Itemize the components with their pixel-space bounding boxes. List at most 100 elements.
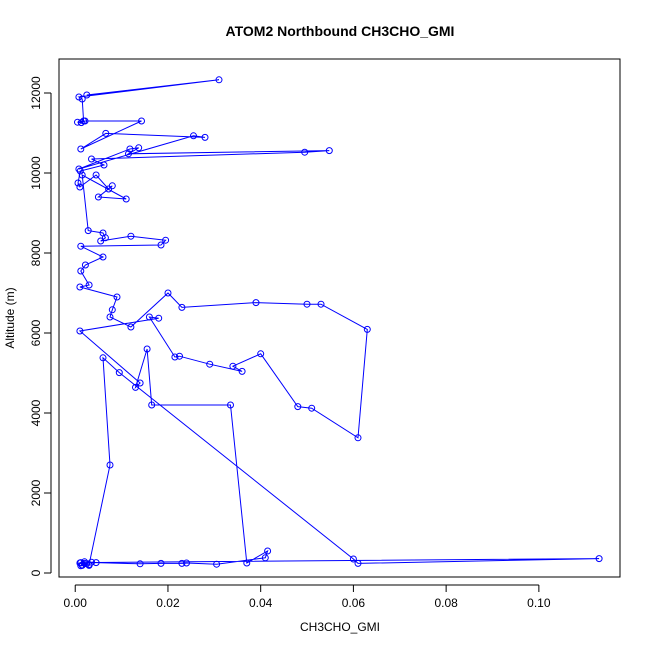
data-point (294, 403, 302, 411)
data-point (85, 281, 93, 289)
y-tick-label: 8000 (29, 239, 43, 266)
x-tick-label: 0.08 (434, 596, 458, 610)
chart-title: ATOM2 Northbound CH3CHO_GMI (226, 23, 455, 39)
data-point (127, 323, 135, 331)
data-point (138, 117, 145, 125)
data-point (76, 167, 84, 175)
data-point (143, 345, 151, 353)
data-point (252, 299, 260, 307)
x-tick-label: 0.02 (156, 596, 180, 610)
data-point (106, 461, 114, 469)
data-point (215, 76, 223, 84)
data-point (595, 555, 603, 563)
y-axis: 0 2000 4000 6000 8000 10000 12000 (29, 76, 52, 576)
data-point (303, 300, 311, 308)
data-point (101, 234, 109, 242)
y-tick-label: 10000 (29, 156, 43, 190)
data-point (354, 434, 362, 442)
data-point (190, 132, 197, 140)
data-point (243, 559, 251, 567)
data-point (148, 401, 156, 409)
data-point (106, 313, 114, 321)
data-point (363, 325, 371, 333)
data-point (81, 261, 89, 269)
data-point (261, 554, 269, 562)
x-axis: 0.00 0.02 0.04 0.06 0.08 0.10 (64, 584, 551, 610)
data-point (78, 95, 86, 103)
data-point (317, 300, 325, 308)
plot-frame (58, 58, 621, 578)
data-point (178, 559, 186, 567)
data-point (88, 155, 95, 163)
data-point (76, 283, 84, 291)
data-point (108, 306, 116, 314)
data-point (77, 267, 85, 275)
y-tick-label: 12000 (29, 76, 43, 110)
data-point (171, 353, 179, 361)
data-point (102, 129, 110, 137)
data-point (81, 558, 88, 566)
data-point (84, 227, 92, 235)
data-point (115, 369, 123, 377)
y-axis-label: Altitude (m) (3, 287, 17, 348)
data-point (77, 145, 85, 153)
x-axis-label: CH3CHO_GMI (300, 620, 380, 634)
data-point (125, 150, 132, 158)
data-point (132, 383, 139, 391)
data-point (157, 241, 165, 249)
data-point (92, 171, 100, 179)
data-point (127, 232, 135, 240)
data-point (178, 303, 186, 311)
data-point (201, 133, 209, 141)
data-point (238, 367, 246, 375)
y-tick-label: 0 (29, 569, 43, 576)
data-point (227, 401, 234, 409)
x-tick-label: 0.06 (342, 596, 366, 610)
series-line (77, 79, 600, 567)
data-point (136, 379, 144, 387)
data-point (76, 183, 84, 191)
data-point (183, 559, 190, 567)
series-layer (74, 76, 603, 570)
data-point (74, 118, 81, 126)
data-point (100, 161, 108, 169)
data-point (213, 560, 221, 568)
y-tick-label: 6000 (29, 319, 43, 346)
data-point (113, 293, 121, 301)
y-tick-label: 2000 (29, 479, 43, 506)
data-point (97, 237, 105, 245)
data-point (99, 354, 107, 362)
data-point (81, 117, 89, 125)
data-point (77, 119, 85, 127)
data-point (78, 561, 86, 569)
data-point (108, 182, 116, 190)
data-point (162, 236, 170, 244)
data-point (176, 352, 183, 360)
data-point (349, 555, 357, 563)
data-point (85, 561, 93, 569)
data-point (78, 171, 86, 179)
data-point (76, 327, 84, 335)
data-point (164, 289, 172, 297)
data-point (75, 165, 83, 173)
data-point (354, 559, 362, 567)
data-point (145, 313, 153, 321)
data-point (122, 195, 130, 203)
data-point (257, 350, 265, 358)
x-tick-label: 0.04 (249, 596, 273, 610)
y-tick-label: 4000 (29, 399, 43, 426)
data-point (126, 145, 134, 153)
data-point (136, 560, 144, 568)
data-point (135, 144, 143, 152)
data-point (308, 404, 316, 412)
data-point (157, 559, 165, 567)
x-tick-label: 0.00 (64, 596, 88, 610)
data-point (99, 253, 107, 261)
data-point (77, 242, 85, 250)
x-tick-label: 0.10 (527, 596, 551, 610)
data-point (83, 91, 91, 99)
data-point (264, 547, 272, 555)
data-point (94, 193, 102, 201)
